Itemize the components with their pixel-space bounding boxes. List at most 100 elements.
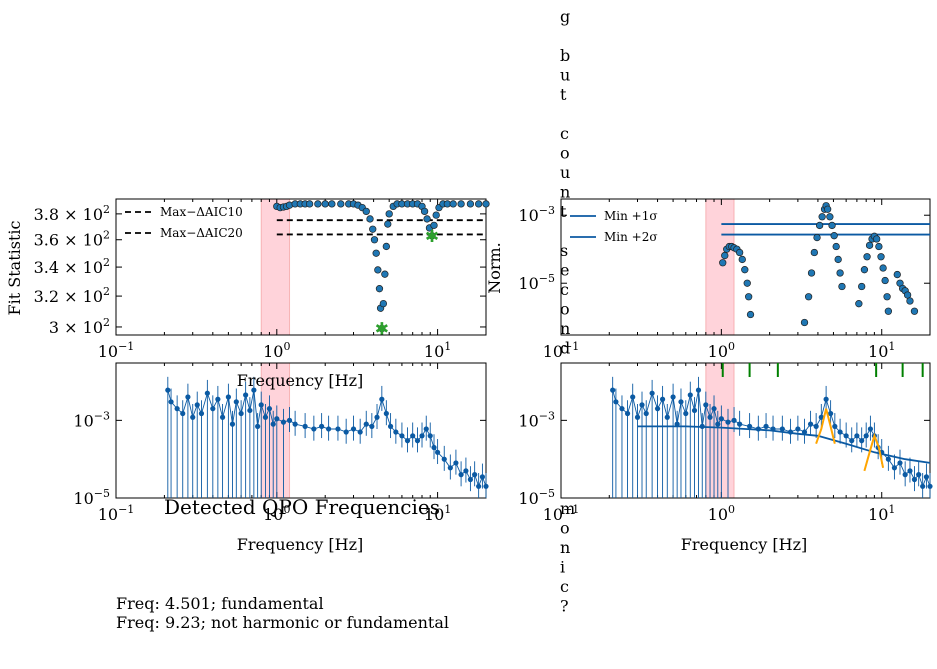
p2-point bbox=[860, 266, 869, 274]
vertical-char: o bbox=[560, 300, 570, 319]
p1-xtick-label: 100 bbox=[263, 340, 290, 361]
p1-point bbox=[432, 211, 440, 219]
p1-point bbox=[423, 215, 431, 223]
p2-point bbox=[800, 318, 809, 327]
p2-point bbox=[807, 269, 816, 277]
p3-point bbox=[302, 423, 308, 429]
qpo-title: Detected QPO Frequencies bbox=[164, 495, 440, 519]
p4-point bbox=[619, 406, 625, 412]
p3-point bbox=[410, 433, 416, 439]
p2-point bbox=[863, 253, 871, 261]
p2-xtick-label: 10−1 bbox=[543, 340, 580, 361]
p4-point bbox=[678, 399, 684, 405]
vertical-char: c bbox=[560, 280, 569, 299]
p4-point bbox=[813, 423, 819, 429]
vertical-char: o bbox=[560, 519, 570, 538]
vertical-char: ? bbox=[560, 597, 569, 616]
vertical-char: s bbox=[560, 241, 568, 260]
p2-point bbox=[738, 255, 746, 264]
p4-point bbox=[916, 472, 922, 478]
vertical-char: m bbox=[560, 499, 575, 518]
p2-point bbox=[903, 291, 912, 299]
p2-point bbox=[719, 259, 727, 267]
p1-ylabel: Fit Statistic bbox=[5, 221, 24, 316]
p2-point bbox=[884, 307, 893, 315]
p4-point bbox=[715, 421, 721, 427]
p1-legend-label: Max−ΔAIC10 bbox=[160, 205, 243, 219]
p4-point bbox=[885, 456, 891, 462]
p1-point bbox=[337, 200, 345, 208]
p4-xlabel: Frequency [Hz] bbox=[681, 535, 808, 554]
p4-point bbox=[664, 414, 670, 420]
p3-point bbox=[210, 406, 216, 412]
p1-ytick-label: 3 × 102 bbox=[49, 316, 110, 337]
p1-point bbox=[382, 242, 390, 251]
p2-point bbox=[875, 242, 883, 251]
p3-point bbox=[453, 460, 459, 466]
p1-legend-label: Max−ΔAIC20 bbox=[160, 226, 243, 240]
p2-ylabel: Norm. bbox=[485, 242, 504, 294]
p1-ytick-label: 3.6 × 102 bbox=[34, 229, 110, 250]
p2-point bbox=[826, 213, 834, 221]
p4-point bbox=[818, 414, 824, 420]
p1-point bbox=[305, 200, 314, 208]
vertical-char: u bbox=[560, 66, 570, 85]
vertical-char: e bbox=[560, 261, 569, 280]
p3-point bbox=[419, 433, 425, 439]
p3-point bbox=[243, 392, 249, 398]
p3-point bbox=[441, 456, 447, 462]
p3-point bbox=[472, 472, 478, 478]
qpo-line-1: Freq: 4.501; fundamental bbox=[116, 594, 324, 613]
p4-ytick-label: 10−5 bbox=[518, 487, 555, 508]
p4-point bbox=[691, 407, 698, 414]
p4-point bbox=[703, 402, 709, 408]
p4-point bbox=[823, 396, 829, 402]
p4-point bbox=[707, 414, 713, 420]
p4-point bbox=[854, 433, 860, 439]
p4-point bbox=[807, 421, 814, 427]
p1-point bbox=[420, 207, 429, 216]
p3-xtick-label: 10−1 bbox=[98, 503, 135, 524]
p2-point bbox=[832, 242, 840, 251]
chart-norm: 10−1 100 101 10−5 10−3 Min +1σ Min +2σ bbox=[518, 198, 931, 361]
p2-point bbox=[721, 251, 729, 260]
p3-point bbox=[174, 406, 180, 412]
p3-point bbox=[168, 399, 174, 405]
p2-point bbox=[836, 269, 844, 277]
p3-point bbox=[387, 423, 394, 429]
p3-point bbox=[458, 472, 464, 478]
p1-point bbox=[449, 200, 457, 208]
p3-point bbox=[233, 399, 239, 405]
p4-point bbox=[630, 394, 636, 400]
p4-point bbox=[859, 438, 865, 444]
p2-point bbox=[881, 276, 889, 285]
p3-point bbox=[423, 426, 429, 432]
p3-point bbox=[357, 429, 363, 435]
p4-point bbox=[795, 426, 801, 432]
p3-point bbox=[483, 483, 489, 489]
p4-point bbox=[674, 421, 680, 427]
p4-point bbox=[670, 394, 676, 400]
p3-point bbox=[247, 407, 253, 414]
p2-point bbox=[815, 221, 824, 230]
p3-point bbox=[255, 423, 261, 429]
p2-ytick-label: 10−5 bbox=[518, 272, 555, 293]
p3-point bbox=[383, 410, 389, 417]
p4-point bbox=[725, 419, 731, 425]
p3-point bbox=[238, 410, 244, 417]
p3-point bbox=[326, 426, 332, 432]
p2-point bbox=[834, 255, 842, 264]
p1-point bbox=[314, 200, 322, 208]
p2-point bbox=[804, 293, 813, 301]
p3-point bbox=[369, 423, 375, 429]
p4-point bbox=[832, 423, 838, 429]
vertical-char: g bbox=[560, 7, 570, 26]
p2-point bbox=[877, 253, 885, 261]
p4-point bbox=[624, 410, 631, 417]
p1-point bbox=[379, 299, 388, 308]
p2-point bbox=[883, 293, 891, 301]
p3-point bbox=[479, 474, 486, 480]
p4-point bbox=[731, 417, 737, 423]
